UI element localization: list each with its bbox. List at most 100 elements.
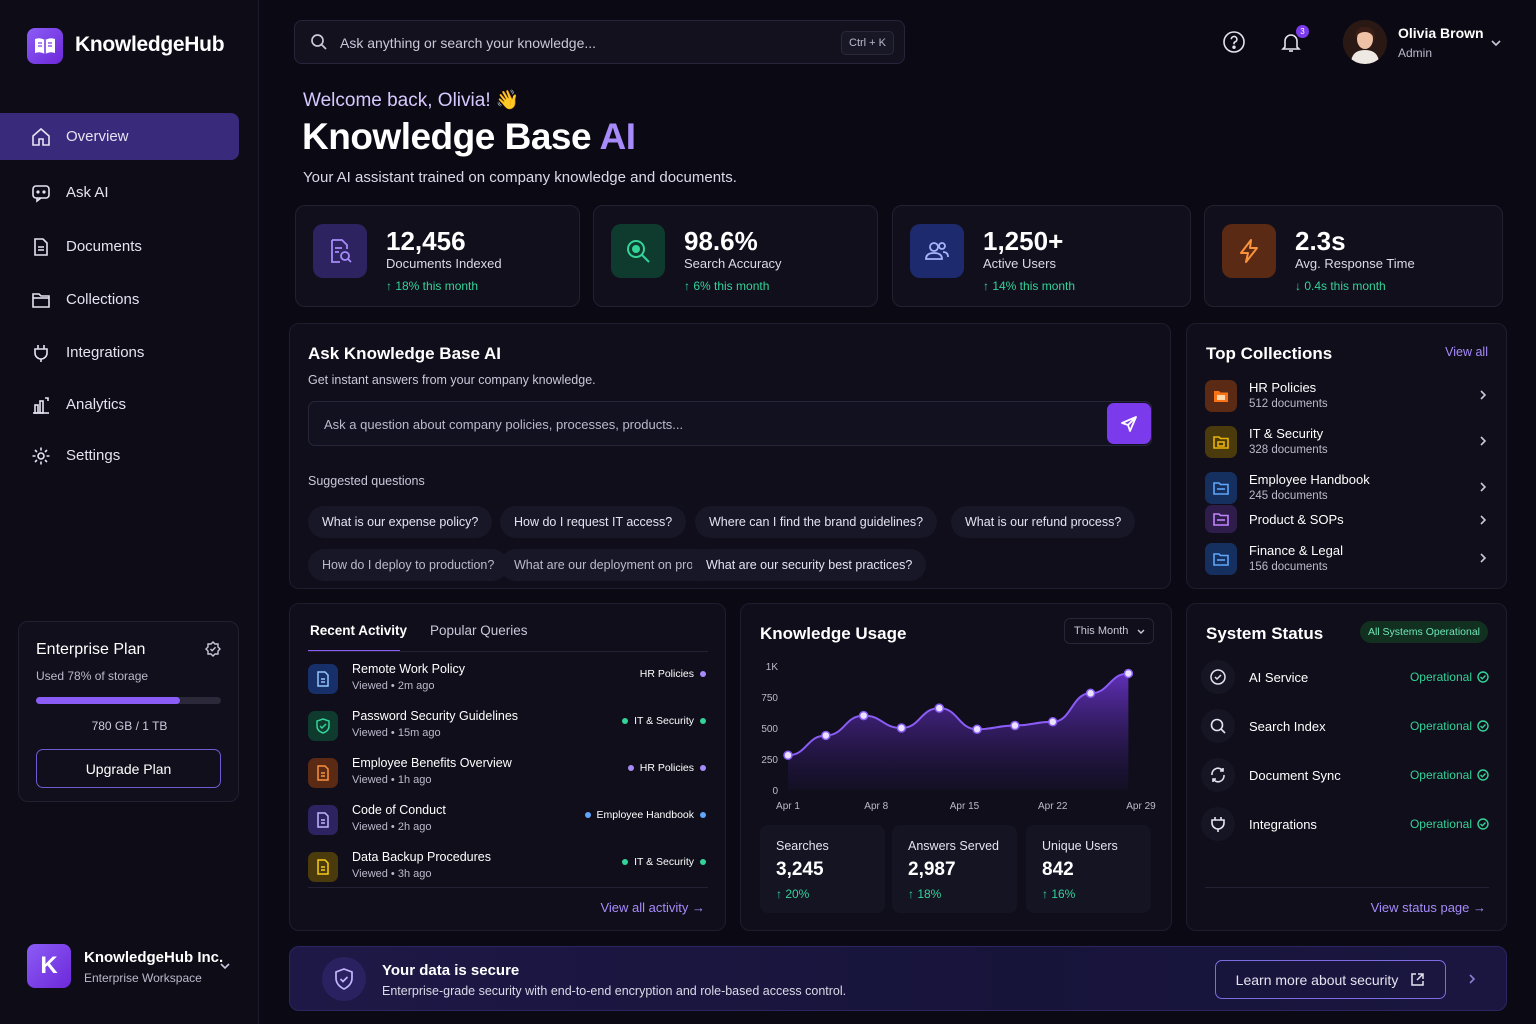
suggestion-chip[interactable]: How do I deploy to production? <box>308 549 509 581</box>
data-point <box>783 750 793 761</box>
tab-popular-queries[interactable]: Popular Queries <box>430 623 528 638</box>
view-all-activity-link[interactable]: View all activity → <box>600 900 705 915</box>
sidebar-item-label: Documents <box>66 238 142 255</box>
gear-icon <box>30 445 51 466</box>
tag-dot <box>700 812 706 818</box>
data-point <box>1048 717 1058 727</box>
sidebar-item-collections[interactable]: Collections <box>0 276 239 323</box>
suggestion-chip[interactable]: What are our security best practices? <box>692 549 927 581</box>
x-tick-label: Apr 29 <box>1126 801 1156 812</box>
avatar[interactable] <box>1343 20 1387 64</box>
tag-dot <box>584 812 591 818</box>
collection-count: 245 documents <box>1249 490 1328 502</box>
collection-item[interactable]: Product & SOPs <box>1205 504 1489 538</box>
verified-badge-icon <box>205 641 221 657</box>
system-name: Document Sync <box>1249 768 1341 783</box>
workspace-avatar[interactable]: K <box>27 944 71 988</box>
usage-stat-answers: Answers Served 2,987 ↑ 18% <box>892 825 1017 913</box>
suggestion-chip[interactable]: What is our refund process? <box>951 506 1136 538</box>
sidebar-item-label: Collections <box>66 291 140 308</box>
system-status: Operational <box>1410 817 1489 831</box>
tab-recent-activity[interactable]: Recent Activity <box>310 623 408 638</box>
system-status-label: Operational <box>1409 719 1472 733</box>
view-all-collections-link[interactable]: View all <box>1445 345 1488 359</box>
stat-value: 98.6% <box>684 226 758 256</box>
system-name: AI Service <box>1249 670 1309 685</box>
help-icon[interactable] <box>1222 30 1246 54</box>
data-point <box>858 710 869 721</box>
activity-item[interactable]: Employee Benefits Overview Viewed • 1h a… <box>308 754 706 798</box>
sidebar-item-documents[interactable]: Documents <box>0 223 239 270</box>
folder-icon <box>1205 543 1237 575</box>
usage-stat-users: Unique Users 842 ↑ 16% <box>1026 825 1151 913</box>
chevron-right-icon <box>1477 434 1489 448</box>
collection-count: 156 documents <box>1249 561 1328 573</box>
plan-storage: 780 GB / 1 TB <box>91 719 168 733</box>
collection-item[interactable]: IT & Security 328 documents <box>1205 422 1489 462</box>
chevron-right-icon <box>1477 513 1489 527</box>
chevron-down-icon[interactable] <box>1489 36 1503 50</box>
x-tick-label: Apr 22 <box>1038 801 1068 812</box>
activity-item[interactable]: Remote Work Policy Viewed • 2m ago HR Po… <box>308 660 706 704</box>
security-subtitle: Enterprise-grade security with end-to-en… <box>382 984 847 998</box>
ask-ai-panel: Ask Knowledge Base AI Get instant answer… <box>289 323 1171 589</box>
chevron-right-icon[interactable] <box>1466 972 1478 986</box>
stat-card-documents: 12,456 Documents Indexed ↑ 18% this mont… <box>295 205 580 307</box>
external-link-icon <box>1411 973 1425 986</box>
sidebar-item-settings[interactable]: Settings <box>0 432 239 479</box>
activity-item[interactable]: Data Backup Procedures Viewed • 3h ago I… <box>308 848 706 892</box>
sidebar-item-overview[interactable]: Overview <box>0 113 239 160</box>
plug-icon <box>1201 807 1235 841</box>
period-select-value: This Month <box>1074 625 1129 637</box>
sidebar-item-integrations[interactable]: Integrations <box>0 329 239 376</box>
usage-stat-value: 3,245 <box>776 859 824 880</box>
activity-title: Password Security Guidelines <box>352 709 519 723</box>
stat-label: Documents Indexed <box>386 256 502 271</box>
folder-icon <box>1205 472 1237 504</box>
data-point <box>821 730 831 741</box>
ask-question-input[interactable]: Ask a question about company policies, p… <box>308 401 1152 446</box>
x-tick-label: Apr 15 <box>950 801 980 812</box>
bar-chart-icon <box>30 394 51 415</box>
system-status-row: Search Index Operational <box>1201 709 1489 743</box>
upgrade-plan-button[interactable]: Upgrade Plan <box>36 749 221 788</box>
period-select[interactable]: This Month <box>1064 618 1154 644</box>
chevron-down-icon <box>1137 629 1145 634</box>
activity-item[interactable]: Code of Conduct Viewed • 2h ago Employee… <box>308 801 706 845</box>
activity-title: Data Backup Procedures <box>352 850 491 864</box>
sidebar-item-ask-ai[interactable]: Ask AI <box>0 169 239 216</box>
send-button[interactable] <box>1107 403 1151 444</box>
plug-icon <box>30 342 51 363</box>
system-status-label: Operational <box>1409 817 1472 831</box>
chevron-down-icon[interactable] <box>218 959 232 973</box>
users-icon <box>910 224 964 278</box>
suggestion-chip[interactable]: Where can I find the brand guidelines? <box>695 506 938 538</box>
collection-item[interactable]: HR Policies 512 documents <box>1205 376 1489 416</box>
stat-label: Active Users <box>983 256 1056 271</box>
user-name[interactable]: Olivia Brown <box>1398 25 1484 41</box>
document-icon <box>308 664 338 694</box>
search-input[interactable]: Ask anything or search your knowledge... <box>340 35 597 51</box>
divider <box>308 887 708 888</box>
activity-tag: HR Policies <box>627 762 706 774</box>
folder-icon <box>1205 505 1237 533</box>
suggestion-chip[interactable]: What is our expense policy? <box>308 506 493 538</box>
collections-title: Top Collections <box>1206 344 1333 363</box>
global-search[interactable]: Ask anything or search your knowledge...… <box>294 20 905 64</box>
tag-dot <box>622 718 629 724</box>
collection-count: 328 documents <box>1249 444 1328 456</box>
view-status-page-link[interactable]: View status page → <box>1370 900 1486 915</box>
check-circle-icon <box>1477 720 1489 732</box>
collection-item[interactable]: Employee Handbook 245 documents <box>1205 468 1489 508</box>
sidebar-item-analytics[interactable]: Analytics <box>0 381 239 428</box>
home-icon <box>30 126 51 147</box>
workspace-name[interactable]: KnowledgeHub Inc. <box>84 949 224 966</box>
activity-item[interactable]: Password Security Guidelines Viewed • 15… <box>308 707 706 751</box>
suggestion-chip[interactable]: How do I request IT access? <box>500 506 687 538</box>
y-tick-label: 250 <box>761 755 778 766</box>
collection-item[interactable]: Finance & Legal 156 documents <box>1205 539 1489 579</box>
collection-name: Employee Handbook <box>1249 472 1370 487</box>
system-status-panel: System Status All Systems Operational AI… <box>1186 603 1507 931</box>
bell-icon[interactable] <box>1279 30 1303 54</box>
learn-more-security-button[interactable]: Learn more about security <box>1215 960 1446 999</box>
